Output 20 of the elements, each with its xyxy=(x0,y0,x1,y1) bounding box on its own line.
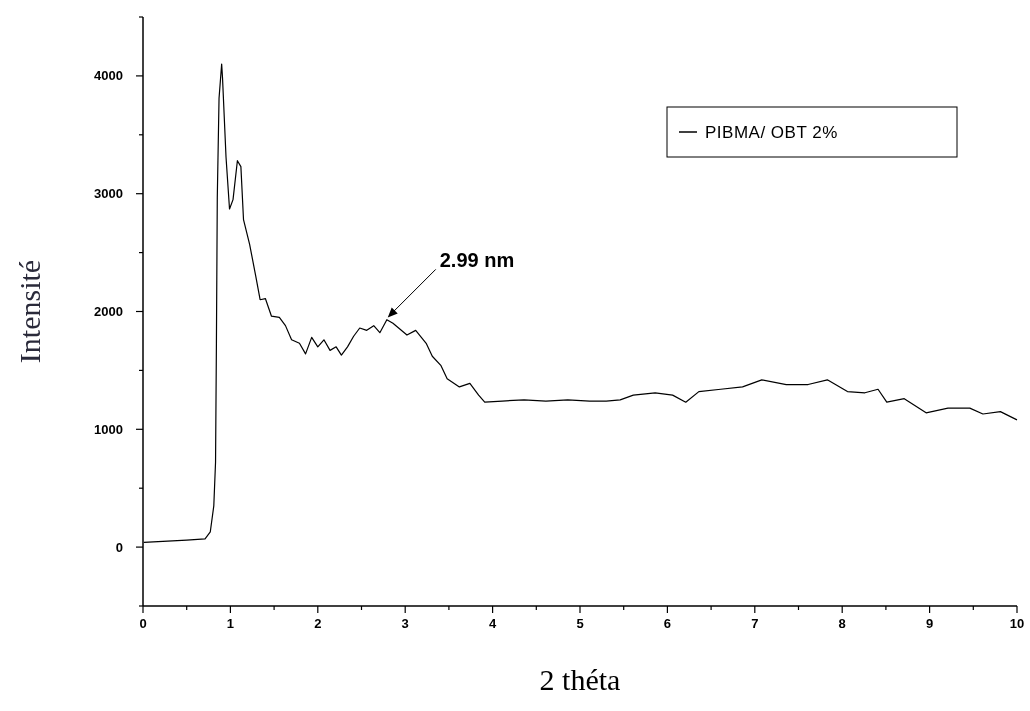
x-tick-label: 4 xyxy=(488,616,497,631)
x-tick-label: 6 xyxy=(663,616,672,631)
y-axis-title: Intensité xyxy=(13,259,46,364)
x-tick-label: 8 xyxy=(838,616,846,631)
x-tick-label: 1 xyxy=(226,616,235,631)
annotation: 2.99 nm xyxy=(439,249,515,272)
y-tick-label: 3000 xyxy=(94,186,123,202)
y-tick-label: 2000 xyxy=(94,304,123,320)
x-tick-label: 10 xyxy=(1009,616,1025,631)
x-tick-label: 9 xyxy=(925,616,934,631)
x-axis-title: 2 théta xyxy=(539,663,621,696)
y-tick-label: 1000 xyxy=(94,421,123,437)
x-tick-label: 3 xyxy=(401,616,409,631)
y-tick-label: 0 xyxy=(115,539,123,555)
legend-label: PIBMA/ OBT 2% xyxy=(705,122,838,142)
x-tick-label: 5 xyxy=(576,616,584,631)
y-tick-label: 4000 xyxy=(94,68,123,84)
x-tick-label: 0 xyxy=(139,616,147,631)
x-tick-label: 2 xyxy=(314,616,322,631)
x-tick-label: 7 xyxy=(751,616,759,631)
